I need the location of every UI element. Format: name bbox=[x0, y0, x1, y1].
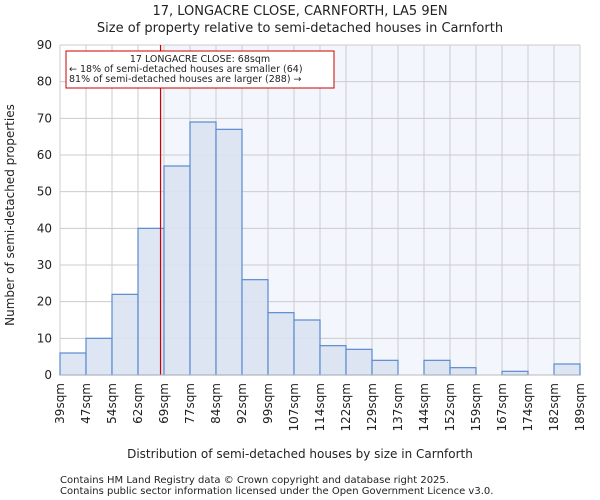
x-tick-label: 137sqm bbox=[391, 383, 405, 431]
x-tick-label: 114sqm bbox=[313, 383, 327, 431]
histogram-bar bbox=[59, 352, 87, 376]
x-tick-label: 84sqm bbox=[209, 383, 223, 424]
histogram-bar bbox=[189, 121, 217, 376]
x-tick-label: 77sqm bbox=[183, 383, 197, 424]
histogram-bar bbox=[85, 337, 113, 376]
chart-subtitle: Size of property relative to semi-detach… bbox=[97, 21, 503, 36]
histogram-bar bbox=[449, 367, 477, 376]
x-tick-label: 54sqm bbox=[105, 383, 119, 424]
footer-line-1: Contains HM Land Registry data © Crown c… bbox=[60, 475, 449, 486]
annotation-line-2: ← 18% of semi-detached houses are smalle… bbox=[69, 64, 303, 75]
histogram-bar bbox=[241, 279, 269, 376]
y-tick-label: 70 bbox=[37, 111, 52, 125]
x-tick-label: 107sqm bbox=[287, 383, 301, 431]
y-tick-label: 50 bbox=[37, 185, 52, 199]
x-tick-label: 129sqm bbox=[365, 383, 379, 431]
y-tick-label: 90 bbox=[37, 38, 52, 52]
footer-line-2: Contains public sector information licen… bbox=[60, 486, 493, 497]
histogram-bar bbox=[215, 128, 243, 376]
y-tick-label: 10 bbox=[37, 331, 52, 345]
x-tick-label: 47sqm bbox=[79, 383, 93, 424]
y-tick-label: 40 bbox=[37, 221, 52, 235]
histogram-bar bbox=[423, 359, 451, 376]
y-tick-label: 0 bbox=[44, 368, 52, 382]
x-tick-label: 144sqm bbox=[417, 383, 431, 431]
y-axis-label: Number of semi-detached properties bbox=[3, 104, 17, 326]
y-tick-label: 80 bbox=[37, 75, 52, 89]
chart-title: 17, LONGACRE CLOSE, CARNFORTH, LA5 9EN bbox=[152, 4, 447, 19]
x-tick-label: 69sqm bbox=[157, 383, 171, 424]
x-tick-label: 189sqm bbox=[573, 383, 587, 431]
histogram-bar bbox=[371, 359, 399, 376]
histogram-bar bbox=[137, 227, 165, 376]
x-tick-label: 174sqm bbox=[521, 383, 535, 431]
x-tick-label: 92sqm bbox=[235, 383, 249, 424]
x-tick-label: 62sqm bbox=[131, 383, 145, 424]
x-tick-label: 167sqm bbox=[495, 383, 509, 431]
histogram-bar bbox=[553, 363, 581, 376]
y-tick-label: 20 bbox=[37, 295, 52, 309]
histogram-bar bbox=[319, 345, 347, 376]
annotation-line-1: 17 LONGACRE CLOSE: 68sqm bbox=[130, 54, 270, 65]
histogram-bar bbox=[501, 370, 529, 376]
x-tick-label: 159sqm bbox=[469, 383, 483, 431]
x-tick-label: 182sqm bbox=[547, 383, 561, 431]
histogram-bar bbox=[267, 312, 295, 376]
x-tick-label: 99sqm bbox=[261, 383, 275, 424]
x-tick-label: 39sqm bbox=[53, 383, 67, 424]
x-tick-label: 122sqm bbox=[339, 383, 353, 431]
x-axis-label: Distribution of semi-detached houses by … bbox=[127, 447, 473, 461]
histogram-bar bbox=[111, 293, 139, 376]
y-tick-label: 60 bbox=[37, 148, 52, 162]
x-tick-label: 152sqm bbox=[443, 383, 457, 431]
histogram-bar bbox=[345, 348, 373, 376]
annotation-box bbox=[65, 50, 335, 89]
y-tick-label: 30 bbox=[37, 258, 52, 272]
histogram-bar bbox=[293, 319, 321, 376]
histogram-bar bbox=[163, 165, 191, 376]
annotation-line-3: 81% of semi-detached houses are larger (… bbox=[69, 74, 302, 85]
